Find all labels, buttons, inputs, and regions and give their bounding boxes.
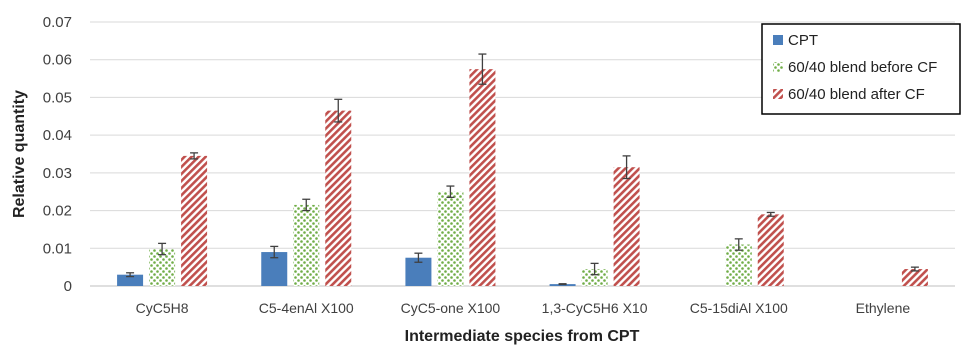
error-bar	[414, 252, 423, 263]
x-tick-label: C5-15diAl X100	[690, 300, 788, 316]
legend-box	[761, 23, 961, 115]
y-tick-label: 0.05	[43, 89, 72, 106]
x-tick-label: 1,3-CyC5H6 X10	[542, 300, 648, 316]
y-tick-labels: 0 0.01 0.02 0.03 0.04 0.05 0.06 0.07	[43, 14, 72, 295]
bars	[117, 69, 928, 287]
bar	[581, 269, 608, 286]
x-tick-label: CyC5-one X100	[401, 300, 501, 316]
error-bar	[126, 272, 135, 278]
y-tick-label: 0.04	[43, 127, 72, 144]
error-bar	[622, 155, 631, 180]
x-axis-title: Intermediate species from CPT	[405, 328, 640, 345]
y-tick-label: 0.02	[43, 203, 72, 220]
y-tick-label: 0.01	[43, 240, 72, 257]
bar	[293, 204, 320, 286]
error-bar	[158, 242, 167, 256]
x-tick-label: CyC5H8	[136, 300, 189, 316]
y-tick-label: 0.03	[43, 165, 72, 182]
legend-label: 60/40 blend after CF	[788, 86, 925, 103]
y-tick-label: 0.06	[43, 52, 72, 69]
legend: CPT 60/40 blend before CF 60/40 blend afte…	[761, 23, 961, 115]
bar	[469, 69, 496, 287]
error-bar	[766, 211, 775, 217]
error-bar	[590, 262, 599, 276]
gridlines	[90, 21, 955, 249]
legend-swatch	[773, 89, 783, 99]
error-bar	[446, 185, 455, 199]
bar	[613, 167, 640, 286]
bar	[725, 244, 752, 286]
legend-swatch	[773, 62, 783, 72]
x-tick-labels: CyC5H8 C5-4enAl X100 CyC5-one X100 1,3-CyC5…	[136, 300, 911, 316]
bar	[437, 191, 464, 286]
bar	[325, 110, 352, 286]
error-bar	[270, 245, 279, 259]
y-tick-label: 0.07	[43, 14, 72, 31]
x-tick-label: Ethylene	[856, 300, 911, 316]
error-bar	[334, 98, 343, 123]
error-bar	[478, 53, 487, 85]
y-tick-label: 0	[64, 278, 72, 295]
bar	[117, 274, 144, 286]
bar	[757, 214, 784, 286]
error-bar	[558, 283, 567, 286]
error-bar	[910, 266, 919, 272]
legend-swatch	[773, 35, 783, 45]
bar	[901, 269, 928, 286]
bar	[181, 155, 208, 286]
error-bars	[126, 53, 919, 286]
x-tick-label: C5-4enAl X100	[259, 300, 354, 316]
legend-label: 60/40 blend before CF	[788, 59, 937, 76]
error-bar	[302, 198, 311, 212]
y-axis-title: Relative quantity	[11, 90, 28, 218]
error-bar	[734, 238, 743, 251]
error-bar	[190, 152, 199, 160]
legend-label: CPT	[788, 32, 818, 49]
